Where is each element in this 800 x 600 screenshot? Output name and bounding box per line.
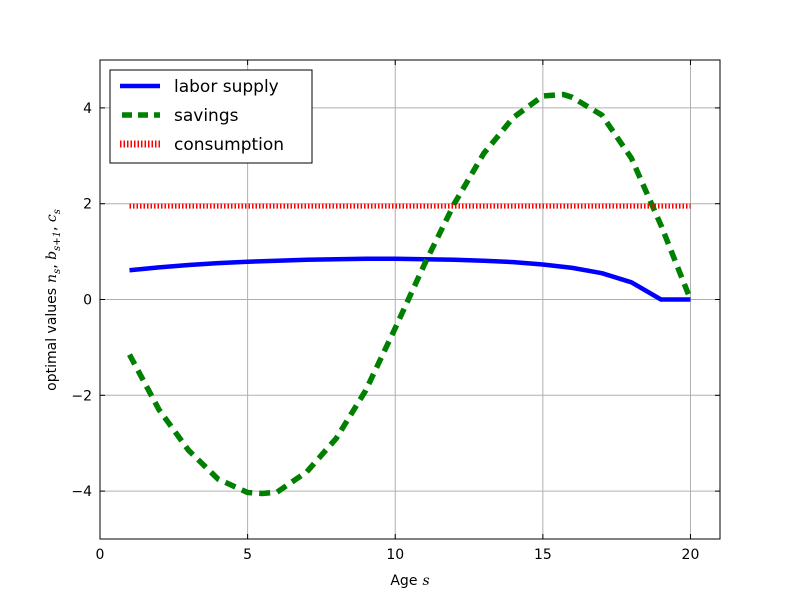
x-tick-label: 20	[682, 547, 700, 563]
y-tick-label: 4	[83, 101, 92, 117]
y-tick-label: −2	[71, 388, 92, 404]
x-tick-label: 10	[386, 547, 404, 563]
y-axis-label-sep1: ,	[44, 260, 60, 269]
y-axis-label-c: c	[44, 214, 60, 222]
y-tick-label: 2	[83, 197, 92, 213]
x-tick-label: 5	[243, 547, 252, 563]
legend-label: consumption	[174, 135, 284, 155]
x-tick-label: 15	[534, 547, 552, 563]
legend-label: savings	[174, 106, 239, 126]
series-line-savings	[127, 91, 694, 497]
x-axis-label-text: Age	[390, 573, 417, 589]
y-tick-label: 0	[83, 293, 92, 309]
y-axis-label-b: b	[44, 251, 60, 260]
x-axis-label-math: s	[422, 573, 429, 589]
series-line-labor-supply	[129, 256, 691, 302]
y-tick-label: −4	[71, 484, 92, 500]
y-axis-label-text: optimal values	[44, 288, 60, 391]
y-axis-label-c-sub: s	[52, 209, 63, 214]
y-axis-label-n-sub: s	[52, 269, 63, 274]
x-tick-label: 0	[96, 547, 105, 563]
legend: labor supply savings consumption	[109, 69, 313, 164]
ticks: 0 5 10 15 20 −4 −2 0 2 4	[71, 60, 720, 563]
x-axis-label: Age s	[390, 573, 429, 589]
y-axis-label: optimal valuesns, bs+1, cs	[44, 209, 63, 391]
y-axis-label-n: n	[44, 274, 60, 283]
y-axis-label-b-sub: s+1	[52, 231, 63, 251]
series-layer	[127, 91, 694, 497]
legend-label: labor supply	[174, 77, 279, 97]
y-axis-label-sep2: ,	[44, 222, 60, 231]
